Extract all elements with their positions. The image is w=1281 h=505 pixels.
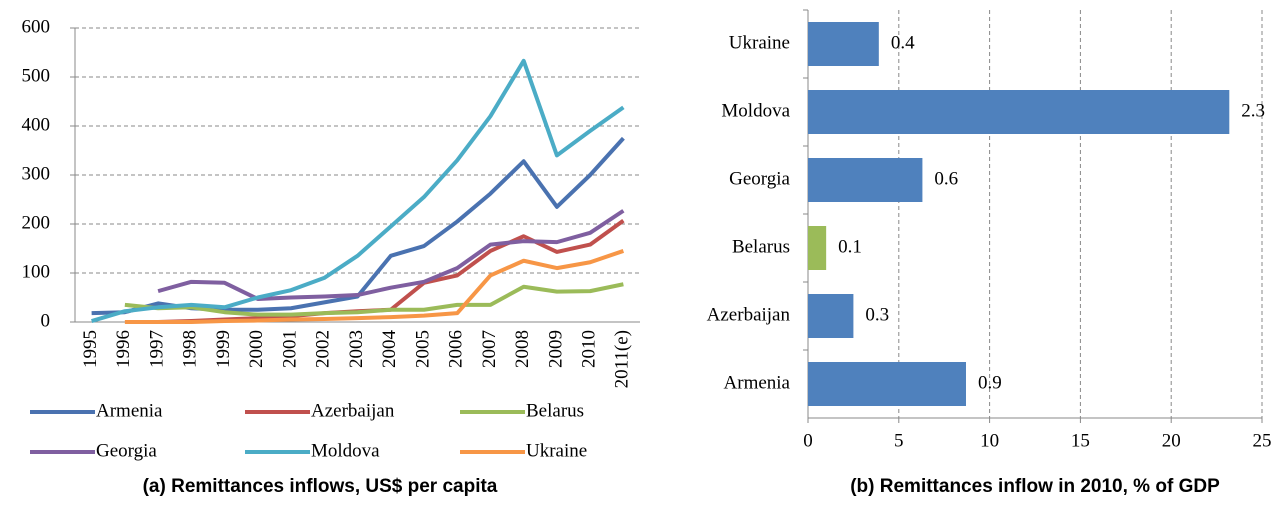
y-tick-label: Belarus — [732, 236, 790, 257]
value-label: 0.3 — [865, 304, 889, 325]
y-tick-label: 600 — [22, 16, 51, 37]
x-tick-label: 2005 — [412, 330, 433, 368]
bar — [808, 158, 923, 202]
chart-title: (b) Remittances inflow in 2010, % of GDP — [850, 476, 1220, 497]
x-tick-label: 2004 — [379, 330, 400, 369]
x-tick-label: 0 — [803, 430, 813, 451]
line-series — [124, 249, 625, 324]
x-tick-label: 2006 — [446, 330, 467, 368]
x-tick-label: 5 — [894, 430, 904, 451]
line-series — [91, 58, 625, 323]
x-tick-label: 2003 — [346, 330, 367, 368]
x-tick-label: 2007 — [479, 330, 500, 368]
legend-label: Belarus — [526, 400, 584, 421]
value-label: 0.1 — [838, 236, 862, 257]
bar — [808, 22, 879, 66]
legend-label: Moldova — [311, 440, 380, 461]
x-tick-label: 1998 — [180, 330, 201, 368]
bar — [808, 226, 827, 270]
y-tick-label: Moldova — [721, 100, 790, 121]
x-tick-label: 20 — [1162, 430, 1181, 451]
x-tick-label: 10 — [980, 430, 999, 451]
value-label: 0.4 — [891, 32, 915, 53]
y-tick-label: Azerbaijan — [707, 304, 791, 325]
line-series — [157, 209, 625, 301]
x-tick-label: 1995 — [80, 330, 101, 368]
x-tick-label: 2000 — [246, 330, 267, 368]
y-tick-label: 200 — [22, 212, 51, 233]
y-tick-label: 0 — [41, 310, 51, 331]
x-tick-label: 1997 — [146, 330, 167, 368]
y-tick-label: 400 — [22, 114, 51, 135]
y-tick-label: Ukraine — [729, 32, 790, 53]
value-label: 0.6 — [934, 168, 958, 189]
x-tick-label: 2009 — [545, 330, 566, 368]
legend-label: Ukraine — [526, 440, 587, 461]
bar — [808, 90, 1230, 134]
y-tick-label: Armenia — [724, 372, 791, 393]
value-label: 0.9 — [978, 372, 1002, 393]
bar — [808, 294, 854, 338]
x-tick-label: 2001 — [279, 330, 300, 368]
x-tick-label: 2011(e) — [612, 330, 633, 388]
x-tick-label: 1996 — [113, 330, 134, 368]
x-tick-label: 25 — [1253, 430, 1272, 451]
y-tick-label: 300 — [22, 163, 51, 184]
line-series — [124, 282, 624, 317]
y-tick-label: 100 — [22, 261, 51, 282]
legend-label: Armenia — [96, 400, 163, 421]
x-tick-label: 1999 — [213, 330, 234, 368]
x-tick-label: 2008 — [512, 330, 533, 368]
bar — [808, 362, 966, 406]
x-tick-label: 15 — [1071, 430, 1090, 451]
legend-label: Azerbaijan — [311, 400, 395, 421]
x-tick-label: 2002 — [313, 330, 334, 368]
y-tick-label: 500 — [22, 65, 51, 86]
value-label: 2.3 — [1241, 100, 1265, 121]
y-tick-label: Georgia — [729, 168, 790, 189]
x-tick-label: 2010 — [579, 330, 600, 368]
legend-label: Georgia — [96, 440, 157, 461]
chart-title: (a) Remittances inflows, US$ per capita — [143, 476, 498, 497]
